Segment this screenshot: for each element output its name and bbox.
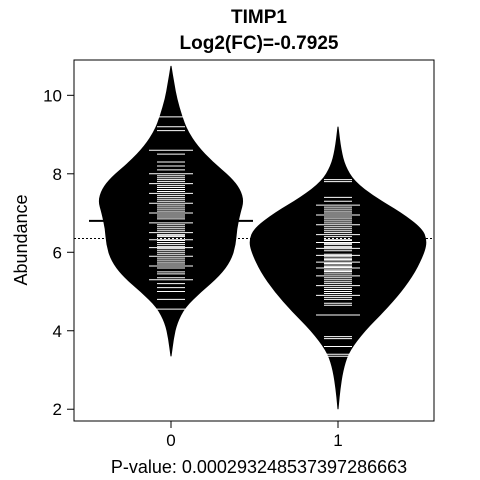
y-tick-label: 8 <box>53 165 62 184</box>
y-tick-label: 2 <box>53 400 62 419</box>
y-tick-label: 4 <box>53 322 62 341</box>
y-axis: 2 4 6 8 10 <box>43 86 74 419</box>
chart-subtitle: Log2(FC)=-0.7925 <box>180 33 339 54</box>
x-tick-label: 0 <box>166 431 175 450</box>
chart-title: TIMP1 <box>231 7 287 28</box>
plot-frame <box>73 59 435 422</box>
y-tick-label: 10 <box>43 86 62 105</box>
y-axis-label: Abundance <box>11 194 31 285</box>
beans-layer <box>89 65 427 410</box>
y-tick-label: 6 <box>53 243 62 262</box>
x-axis-label: P-value: 0.000293248537397286663 <box>111 457 407 477</box>
x-tick-label: 1 <box>333 431 342 450</box>
